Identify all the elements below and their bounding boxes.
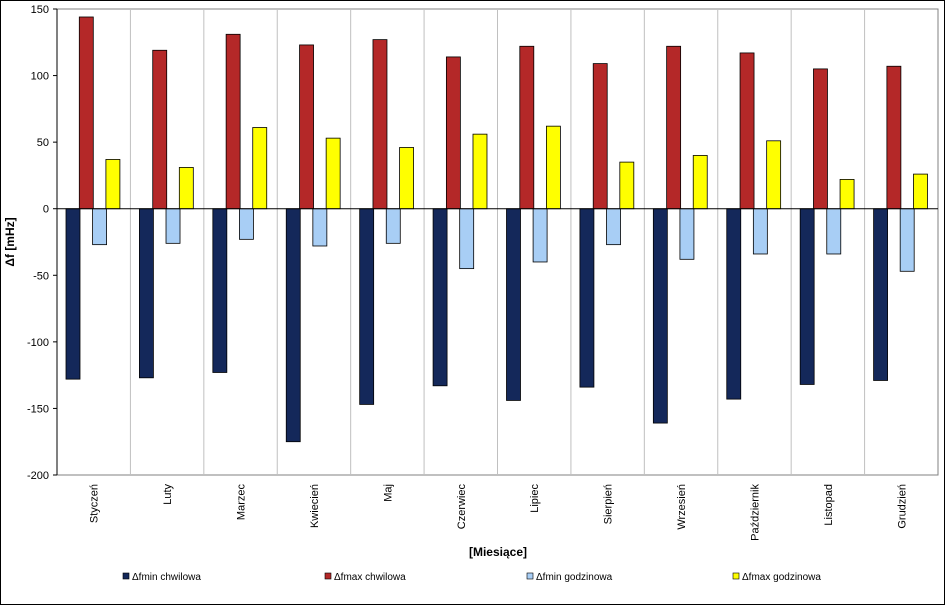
bar [913, 173, 928, 210]
bar [619, 161, 635, 210]
bar [432, 208, 448, 387]
bar [212, 208, 228, 373]
y-tick-label: 0 [43, 204, 49, 216]
legend-label: Δfmax chwilowa [334, 572, 406, 583]
bar [546, 125, 561, 210]
tick-labels: 150 100 50 0 -50 -100 -150 -200 Styczeń Luty Marze… [27, 4, 908, 541]
bar [152, 49, 168, 210]
bar [312, 208, 328, 247]
legend-swatch [732, 572, 740, 580]
x-tick-label: Styczeń [89, 484, 101, 523]
bar [252, 127, 268, 210]
legend-swatch [526, 572, 534, 580]
y-tick-label: 100 [31, 71, 49, 83]
bar [459, 208, 475, 270]
bar [399, 147, 414, 210]
y-tick-label: -50 [33, 270, 49, 282]
bar [679, 208, 695, 260]
y-tick-label: -200 [27, 470, 49, 482]
x-tick-label: Grudzień [896, 484, 908, 529]
bar [692, 155, 708, 210]
bar [592, 63, 608, 210]
x-tick-label: Październik [749, 484, 761, 541]
bar [178, 167, 194, 210]
bar [873, 208, 888, 381]
bar [105, 159, 121, 210]
bar [325, 137, 341, 210]
legend-label: Δfmin chwilowa [132, 572, 201, 583]
x-axis-title: [Miesiące] [469, 545, 527, 559]
bar [285, 208, 301, 443]
bar [372, 39, 388, 210]
bar [78, 16, 94, 210]
y-tick-label: -150 [27, 403, 49, 415]
x-tick-label: Luty [162, 484, 174, 505]
x-tick-label: Maj [382, 484, 394, 502]
y-tick-label: 150 [31, 4, 49, 16]
bar [726, 208, 742, 400]
x-tick-label: Marzec [236, 484, 248, 521]
x-tick-label: Listopad [823, 484, 835, 526]
bar [445, 56, 461, 210]
bar [886, 65, 902, 210]
y-axis-title: Δf [mHz] [3, 217, 17, 266]
bar [532, 208, 548, 263]
bar [385, 208, 401, 244]
bar [519, 45, 535, 210]
bars [65, 16, 928, 443]
legend-label: Δfmax godzinowa [742, 572, 821, 583]
y-tick-label: 50 [37, 137, 49, 149]
x-tick-label: Wrzesień [676, 484, 688, 530]
legend-swatch [324, 572, 332, 580]
bar [139, 208, 154, 379]
bar [666, 45, 682, 210]
bar [839, 179, 855, 210]
bar [813, 68, 828, 210]
axes [53, 8, 938, 476]
y-tick-label: -100 [27, 337, 49, 349]
legend-swatch [122, 572, 130, 580]
bar [752, 208, 768, 255]
bar [165, 208, 181, 244]
bar [606, 208, 621, 246]
bar [359, 208, 375, 405]
bar [506, 208, 521, 401]
x-tick-label: Czerwiec [456, 484, 468, 530]
bar [92, 208, 107, 246]
legend: Δfmin chwilowa Δfmax chwilowa Δfmin godzin… [122, 572, 821, 583]
bar [299, 44, 314, 210]
bar [799, 208, 815, 385]
plot-area [56, 8, 939, 476]
bar [472, 133, 488, 210]
bar [225, 33, 241, 210]
bar [239, 208, 254, 240]
bar [579, 208, 595, 388]
bar [652, 208, 668, 424]
x-tick-label: Kwiecień [309, 484, 321, 528]
bar [766, 140, 782, 210]
bar [739, 52, 755, 210]
x-tick-label: Sierpień [603, 484, 615, 524]
bar [65, 208, 81, 380]
legend-label: Δfmin godzinowa [536, 572, 613, 583]
bar [826, 208, 842, 255]
bar [899, 208, 915, 272]
x-tick-label: Lipiec [529, 484, 541, 513]
